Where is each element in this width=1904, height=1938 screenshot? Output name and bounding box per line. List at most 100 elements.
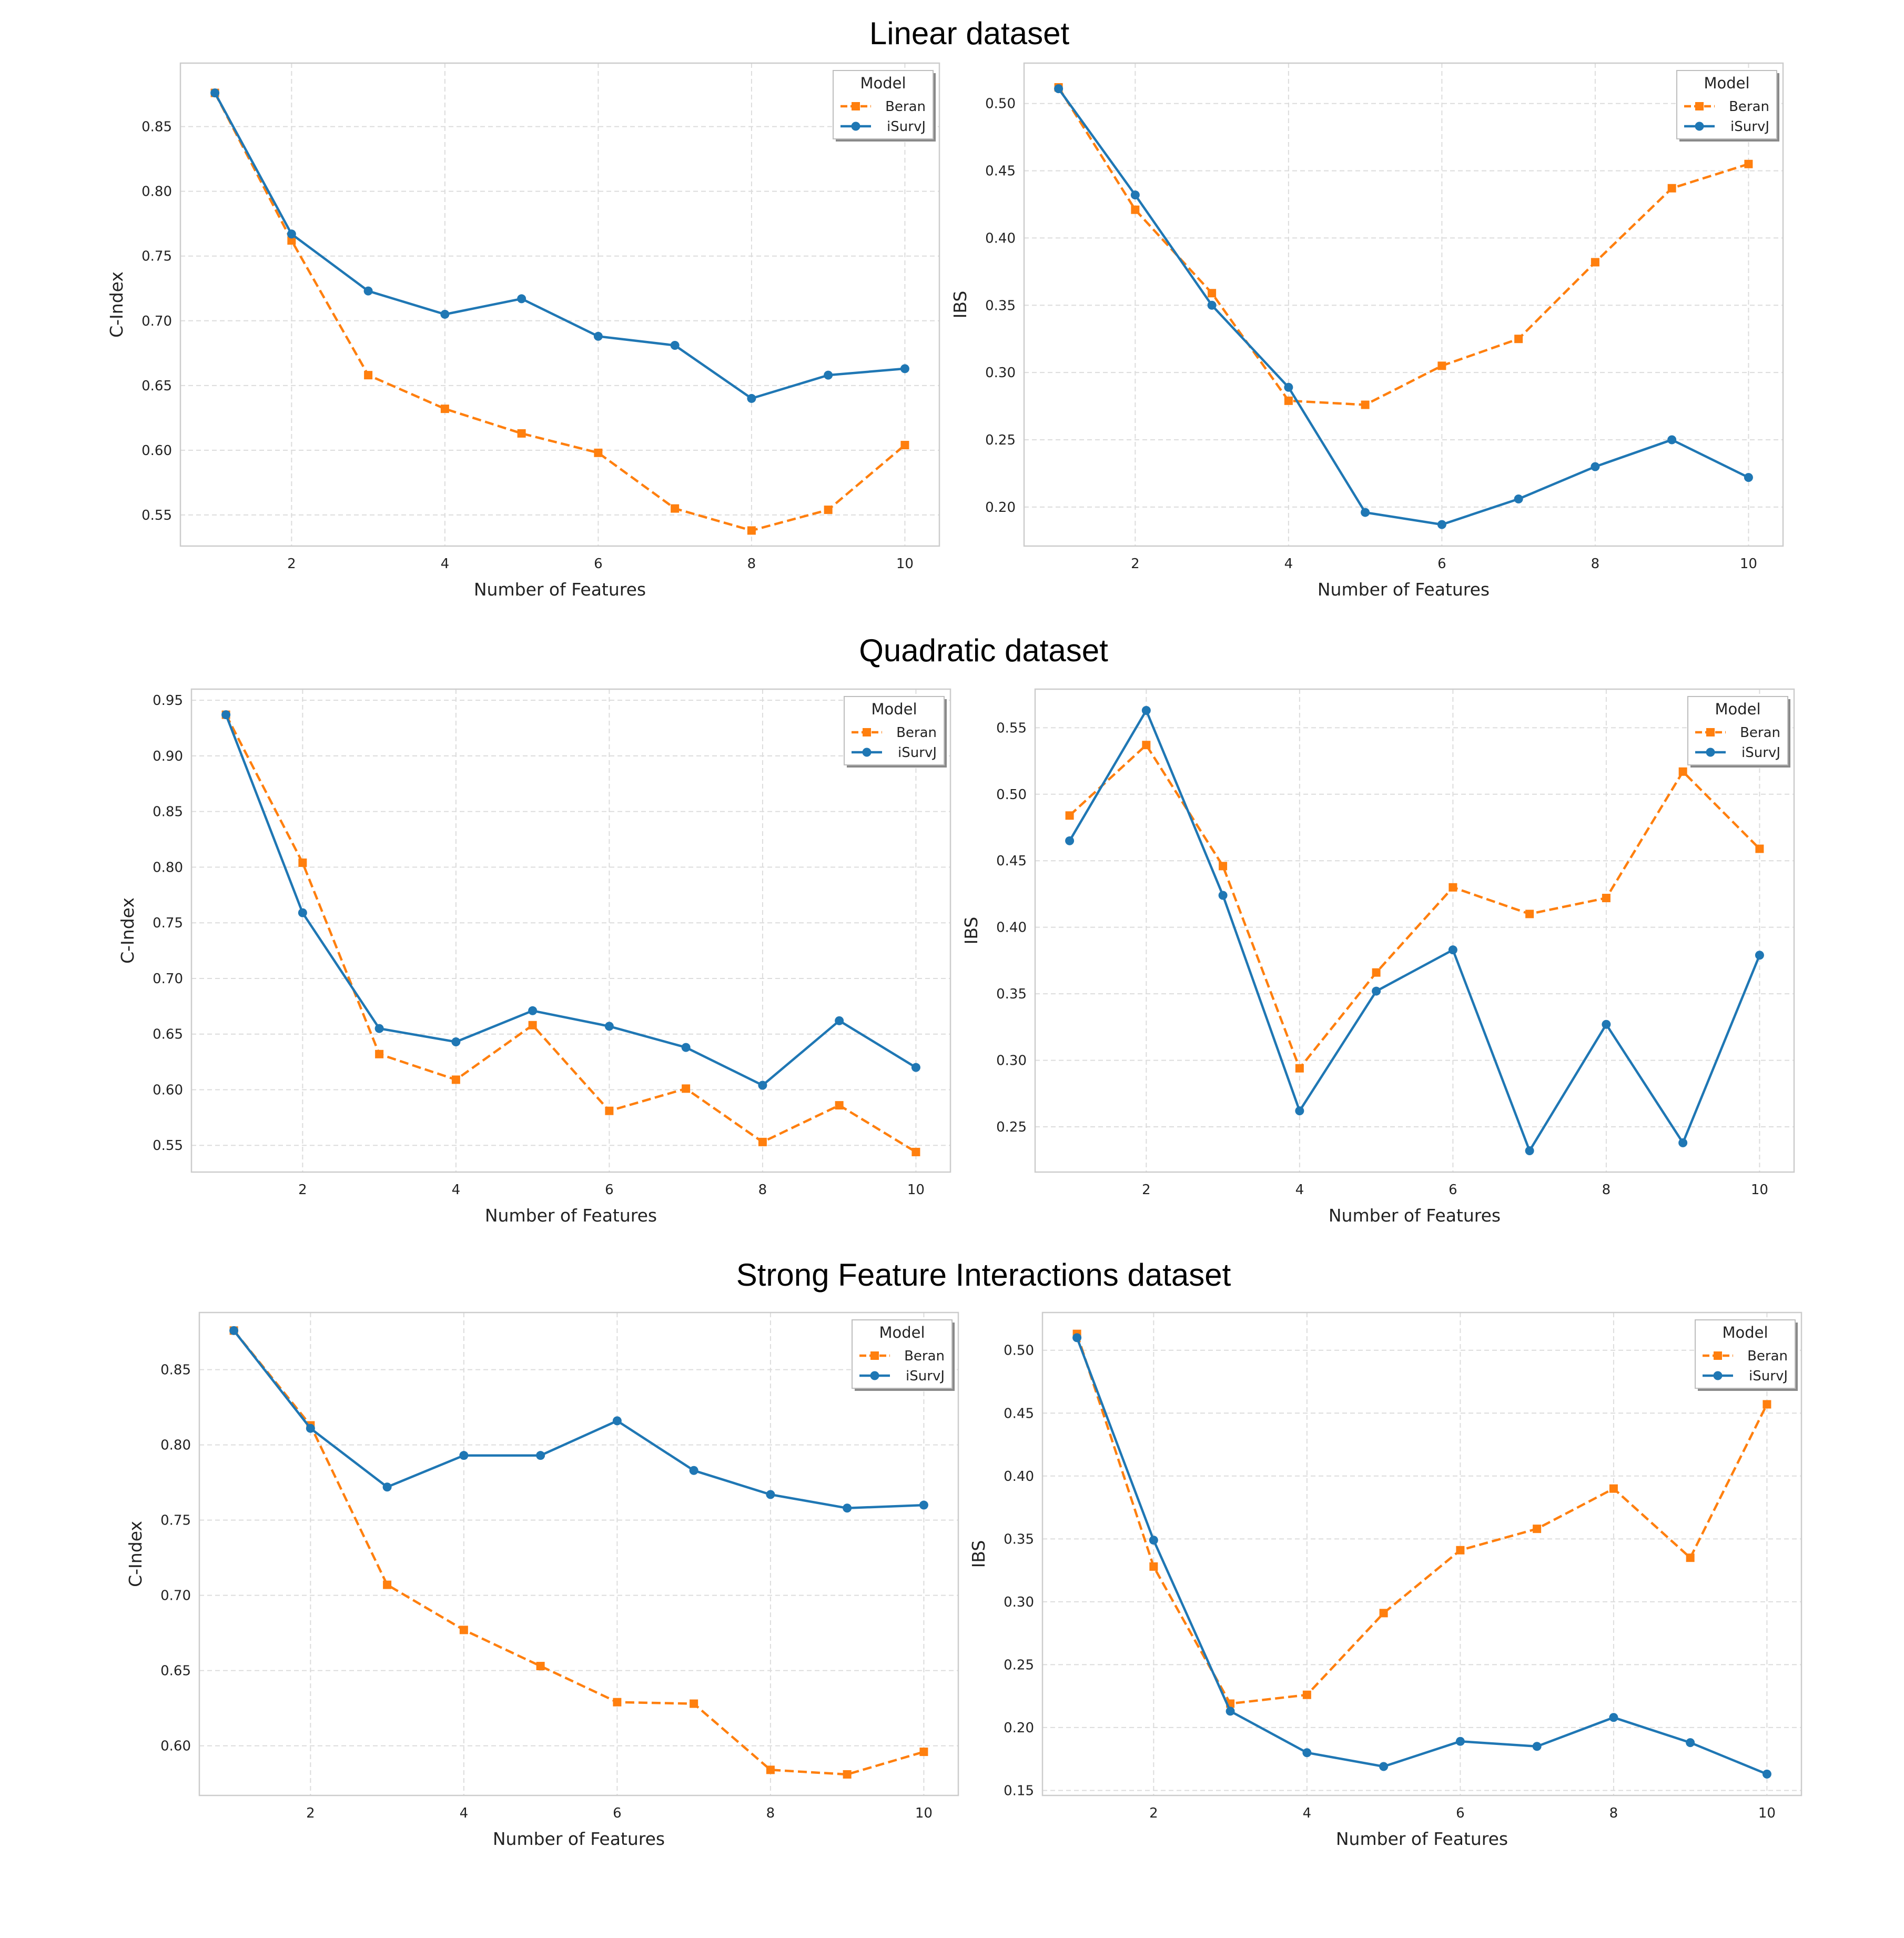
x-tick-label: 2 xyxy=(306,1805,315,1821)
chart-panel-6: 2 4 6 8 10 0.15 0.20 0.25 0.30 0.35 0.40 0.45 0.50 Nu… xyxy=(968,1311,1802,1849)
axes-frame xyxy=(1023,62,1784,547)
data-point-beran xyxy=(1755,844,1764,853)
data-point-isurvj xyxy=(1054,84,1064,94)
x-tick-label: 6 xyxy=(1437,556,1446,572)
legend-title: Model xyxy=(871,700,917,718)
data-point-isurvj xyxy=(593,331,603,341)
data-point-isurvj xyxy=(919,1500,928,1510)
x-tick-label: 6 xyxy=(1449,1182,1457,1198)
data-point-isurvj xyxy=(374,1024,384,1033)
x-tick-label: 4 xyxy=(1295,1182,1304,1198)
y-tick-label: 0.75 xyxy=(160,1513,191,1529)
data-point-isurvj xyxy=(1372,986,1381,996)
y-tick-label: 0.65 xyxy=(141,378,172,394)
data-point-isurvj xyxy=(1744,473,1753,482)
data-point-isurvj xyxy=(1455,1737,1465,1746)
y-tick-label: 0.45 xyxy=(985,164,1016,179)
data-point-isurvj xyxy=(517,294,526,304)
y-tick-label: 0.75 xyxy=(141,249,172,265)
data-point-beran xyxy=(536,1662,545,1671)
series-line-beran xyxy=(225,714,917,1153)
data-point-beran xyxy=(1744,159,1753,168)
y-axis-label: C-Index xyxy=(125,1521,146,1587)
y-tick-label: 0.40 xyxy=(985,230,1016,246)
y-tick-label: 0.60 xyxy=(160,1739,191,1754)
data-point-beran xyxy=(1295,1064,1304,1073)
x-tick-label: 10 xyxy=(907,1182,925,1198)
y-tick-label: 0.45 xyxy=(1004,1406,1034,1421)
data-point-beran xyxy=(1763,1400,1771,1409)
legend-title: Model xyxy=(1715,700,1760,718)
legend-title: Model xyxy=(1704,74,1749,92)
data-point-isurvj xyxy=(612,1416,622,1426)
group-title-strong-interactions: Strong Feature Interactions dataset xyxy=(736,1257,1231,1293)
y-tick-label: 0.40 xyxy=(996,920,1027,936)
data-point-isurvj xyxy=(440,309,450,319)
data-point-isurvj xyxy=(604,1022,614,1031)
x-tick-label: 8 xyxy=(1609,1805,1618,1821)
legend-marker-beran xyxy=(852,102,860,110)
y-axis-label: C-Index xyxy=(117,897,138,964)
data-point-isurvj xyxy=(900,364,909,374)
legend-label-isurvj: iSurvJ xyxy=(906,1368,945,1384)
data-point-beran xyxy=(1284,396,1293,405)
data-point-isurvj xyxy=(1525,1146,1534,1156)
chart-panel-4: 2 4 6 8 10 0.25 0.30 0.35 0.40 0.45 0.50 0.55 Number… xyxy=(961,688,1795,1226)
data-point-beran xyxy=(1361,400,1370,409)
data-point-beran xyxy=(1219,862,1228,871)
legend-box xyxy=(852,1319,953,1389)
y-tick-label: 0.85 xyxy=(160,1362,191,1378)
y-tick-label: 0.80 xyxy=(141,184,172,200)
data-point-isurvj xyxy=(1591,462,1600,471)
data-point-beran xyxy=(747,526,756,535)
x-tick-label: 2 xyxy=(1149,1805,1158,1821)
data-point-isurvj xyxy=(1226,1707,1235,1716)
x-axis-label: Number of Features xyxy=(1336,1829,1508,1849)
y-tick-label: 0.55 xyxy=(153,1138,183,1154)
data-point-beran xyxy=(824,506,833,514)
data-point-beran xyxy=(375,1049,384,1058)
data-point-isurvj xyxy=(1072,1333,1082,1343)
data-point-isurvj xyxy=(681,1043,691,1052)
data-point-beran xyxy=(671,504,680,513)
data-point-isurvj xyxy=(1379,1762,1389,1771)
y-tick-label: 0.30 xyxy=(996,1053,1027,1069)
series-line-beran xyxy=(1076,1333,1768,1705)
data-point-beran xyxy=(1456,1546,1465,1555)
data-point-isurvj xyxy=(382,1482,392,1492)
series-line-isurvj xyxy=(225,714,917,1087)
data-point-isurvj xyxy=(298,908,307,917)
y-tick-label: 0.65 xyxy=(160,1663,191,1679)
legend: Model Beran iSurvJ xyxy=(1687,696,1790,768)
group-title-linear: Linear dataset xyxy=(869,16,1070,51)
legend-title: Model xyxy=(879,1324,925,1341)
x-tick-label: 4 xyxy=(460,1805,469,1821)
data-point-isurvj xyxy=(536,1451,545,1460)
data-point-isurvj xyxy=(1437,520,1446,529)
legend-marker-isurvj xyxy=(1713,1371,1723,1380)
x-tick-label: 8 xyxy=(1602,1182,1611,1198)
data-point-isurvj xyxy=(1295,1106,1304,1116)
x-tick-label: 8 xyxy=(1591,556,1600,572)
data-point-isurvj xyxy=(1448,945,1457,955)
legend-box xyxy=(844,696,945,765)
series-line-beran xyxy=(214,92,906,532)
y-tick-label: 0.75 xyxy=(153,915,183,931)
data-point-beran xyxy=(298,858,307,867)
legend-box xyxy=(1695,1319,1796,1389)
data-point-isurvj xyxy=(670,341,680,350)
data-point-isurvj xyxy=(911,1063,920,1072)
y-axis-label: C-Index xyxy=(106,271,127,338)
data-point-beran xyxy=(1437,361,1446,370)
y-tick-label: 0.20 xyxy=(1004,1720,1034,1736)
legend-label-beran: Beran xyxy=(1729,99,1769,115)
legend-box xyxy=(1687,696,1788,765)
data-point-beran xyxy=(1514,335,1523,344)
y-tick-label: 0.40 xyxy=(1004,1469,1034,1485)
legend-box xyxy=(1676,70,1777,139)
data-point-beran xyxy=(900,441,909,450)
y-tick-label: 0.35 xyxy=(985,298,1016,314)
data-point-isurvj xyxy=(1678,1138,1688,1147)
x-axis-label: Number of Features xyxy=(1318,579,1490,600)
